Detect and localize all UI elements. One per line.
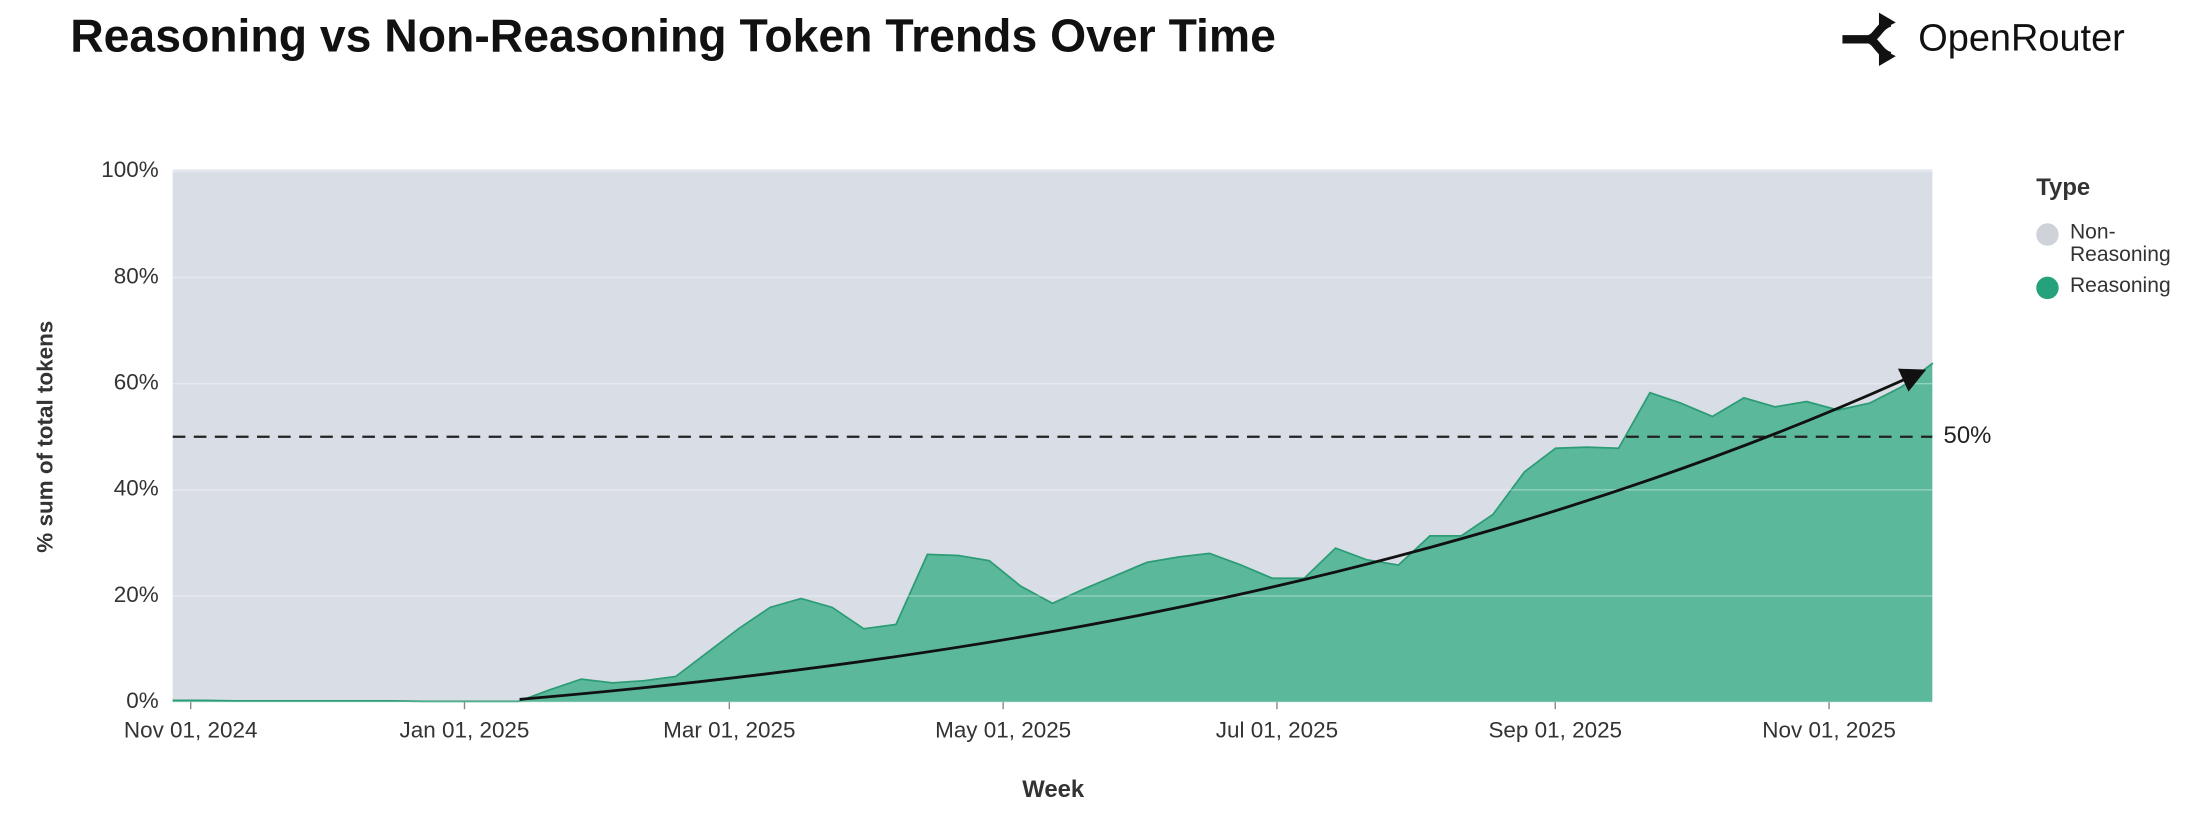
- y-axis-title: % sum of total tokens: [32, 321, 57, 553]
- x-tick-label: Nov 01, 2025: [1762, 718, 1896, 743]
- x-tick-label: Sep 01, 2025: [1488, 718, 1622, 743]
- legend-swatch: [2036, 276, 2059, 300]
- y-tick-label: 80%: [114, 263, 159, 288]
- y-tick-label: 60%: [114, 370, 159, 395]
- x-tick-label: Nov 01, 2024: [124, 718, 258, 743]
- x-tick-label: Jul 01, 2025: [1216, 718, 1338, 743]
- legend-item[interactable]: Non-Reasoning: [2036, 220, 2190, 267]
- y-tick-label: 100%: [101, 157, 158, 182]
- legend-item[interactable]: Reasoning: [2036, 273, 2190, 300]
- legend: Type Non-Reasoning Reasoning: [2036, 174, 2190, 307]
- legend-label: Non-Reasoning: [2069, 220, 2171, 267]
- reference-label: 50%: [1944, 422, 1992, 449]
- area: [172, 362, 1933, 703]
- logo: OpenRouter: [1842, 12, 2125, 67]
- legend-title: Type: [2036, 174, 2091, 201]
- y-tick-label: 40%: [114, 476, 159, 501]
- y-tick-label: 20%: [114, 582, 159, 607]
- x-tick-label: Mar 01, 2025: [663, 718, 795, 743]
- legend-label: Reasoning: [2069, 273, 2171, 298]
- x-axis-title: Week: [1022, 776, 1085, 803]
- area: [172, 171, 1933, 701]
- x-tick-label: Jan 01, 2025: [400, 718, 530, 743]
- brand: OpenRouter: [1918, 18, 2125, 60]
- legend-swatch: [2036, 223, 2059, 246]
- x-tick-label: May 01, 2025: [935, 718, 1071, 743]
- trend-arrow: [519, 368, 1927, 701]
- y-tick-label: 0%: [126, 688, 158, 713]
- chart-title: Reasoning vs Non-Reasoning Token Trends …: [70, 10, 1276, 62]
